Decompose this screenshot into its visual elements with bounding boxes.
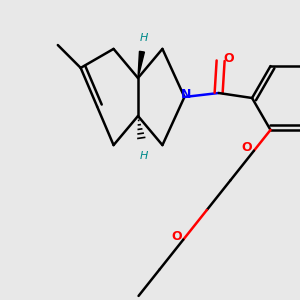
Text: H: H bbox=[140, 151, 148, 161]
Text: O: O bbox=[223, 52, 234, 65]
Text: N: N bbox=[181, 88, 192, 101]
Text: O: O bbox=[242, 141, 252, 154]
Polygon shape bbox=[138, 51, 144, 78]
Text: H: H bbox=[140, 33, 148, 43]
Text: O: O bbox=[171, 230, 181, 243]
